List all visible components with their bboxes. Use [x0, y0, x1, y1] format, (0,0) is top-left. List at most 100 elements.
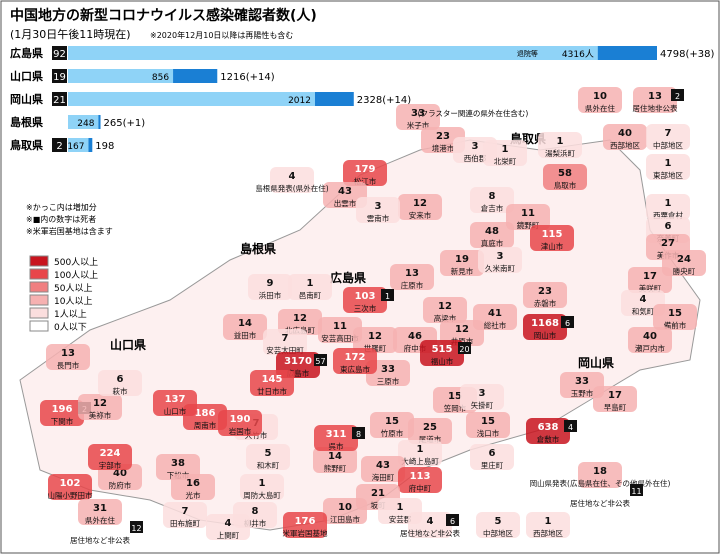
total-label: 2328(+14): [357, 95, 411, 106]
area-name: 玉野市: [571, 388, 594, 398]
legend-note: ※かっこ内は増加分: [26, 202, 97, 212]
area-count: 1: [397, 502, 404, 513]
area-count: 224: [100, 448, 121, 459]
area-name: 府中町: [409, 483, 432, 493]
area-fill: [560, 372, 604, 398]
death-box: [446, 514, 459, 526]
area-count: 179: [355, 164, 376, 175]
subtitle: (1月30日午後11時現在): [10, 27, 131, 41]
area-fill: [646, 194, 690, 220]
area-fill: [223, 314, 267, 340]
area-count: 1168: [531, 318, 559, 329]
area-count: 33: [411, 108, 425, 119]
area-fill: [470, 222, 514, 248]
area-count: 8: [489, 191, 496, 202]
area-count: 18: [593, 466, 607, 477]
area-count: 4: [289, 171, 296, 182]
area-name: 倉吉市: [481, 203, 504, 213]
area-name: 山口市: [164, 406, 187, 416]
area-name: 鳥取市: [554, 180, 577, 190]
area-count: 17: [643, 271, 657, 282]
bar-recovered: [68, 46, 598, 60]
area-fill: [240, 474, 284, 500]
area-count: 38: [171, 458, 185, 469]
area-count: 12: [413, 198, 427, 209]
area-count: 186: [195, 408, 216, 419]
area-count: 8: [252, 506, 259, 517]
area-count: 31: [93, 503, 107, 514]
area-count: 41: [488, 308, 502, 319]
area-fill: [460, 384, 504, 410]
area-count: 13: [648, 91, 662, 102]
area-name: 岡山市: [534, 330, 557, 340]
area-fill: [543, 164, 587, 190]
area-fill: [248, 274, 292, 300]
area-name: 西部地区: [610, 140, 640, 150]
area-name: 三次市: [354, 303, 377, 313]
area-fill: [278, 309, 322, 335]
area-deaths: 6: [565, 319, 570, 328]
area-name: 浅口市: [477, 428, 500, 438]
area-name: 境港市: [432, 143, 455, 153]
area-name: 三原市: [377, 376, 400, 386]
area-name: 居住地など非公表: [570, 498, 630, 508]
death-count: 19: [53, 72, 66, 83]
area-name: 廿日市市: [257, 386, 287, 396]
legend-label: 50人以上: [54, 283, 92, 294]
area-count: 3: [497, 251, 504, 262]
area-fill: [361, 456, 405, 482]
death-box: [52, 92, 67, 106]
area-fill: [628, 267, 672, 293]
bar-recovered: [68, 69, 174, 83]
pref-name: 鳥取県: [10, 138, 43, 152]
area-fill: [473, 304, 517, 330]
area-name: 県外在住: [585, 103, 615, 113]
pref-name: 島根県: [10, 115, 43, 129]
area-name: 府中市: [404, 343, 427, 353]
area-name: 大崎上島町: [401, 456, 439, 466]
area-count: 15: [668, 308, 682, 319]
area-fill: [46, 344, 90, 370]
area-count: 13: [405, 268, 419, 279]
area-fill: [593, 386, 637, 412]
area-fill: [218, 410, 262, 436]
area-name: 県外在住: [85, 515, 115, 525]
area-name: 海田町: [372, 472, 395, 482]
area-name: 山陽小野田市: [48, 490, 93, 500]
death-box: [630, 484, 643, 496]
area-fill: [314, 425, 358, 451]
area-fill: [246, 444, 290, 470]
legend-swatch: [29, 307, 49, 319]
area-count: 7: [665, 128, 672, 139]
area-name: 益田市: [234, 330, 257, 340]
area-name: 尾道市: [419, 434, 442, 444]
area-name: 宇部市: [99, 460, 122, 470]
area-name: 下関市: [51, 416, 74, 426]
area-name: 居住地など非公表: [400, 528, 460, 538]
death-box: [381, 289, 394, 301]
area-fill: [370, 412, 414, 438]
area-fill: [408, 418, 452, 444]
area-fill: [98, 464, 142, 490]
death-box: [561, 316, 574, 328]
area-count: 1: [307, 278, 314, 289]
death-count: 92: [53, 49, 66, 60]
death-box: [352, 427, 365, 439]
area-name: 美祢市: [89, 410, 112, 420]
area-deaths: 57: [315, 357, 325, 366]
area-fill: [578, 87, 622, 113]
area-name: 湯梨浜町: [545, 148, 575, 158]
area-fill: [523, 314, 567, 340]
death-box: [52, 69, 67, 83]
area-name: 世羅町: [364, 343, 387, 353]
legend-swatch: [29, 320, 49, 332]
area-count: 196: [52, 404, 73, 415]
area-fill: [466, 412, 510, 438]
area-name: 安芸太田町: [266, 345, 304, 355]
area-fill: [250, 370, 294, 396]
area-fill: [288, 274, 332, 300]
prefecture-label: 広島県: [330, 270, 366, 285]
area-name: 浜田市: [259, 290, 282, 300]
area-count: 21: [371, 488, 385, 499]
area-fill: [398, 194, 442, 220]
